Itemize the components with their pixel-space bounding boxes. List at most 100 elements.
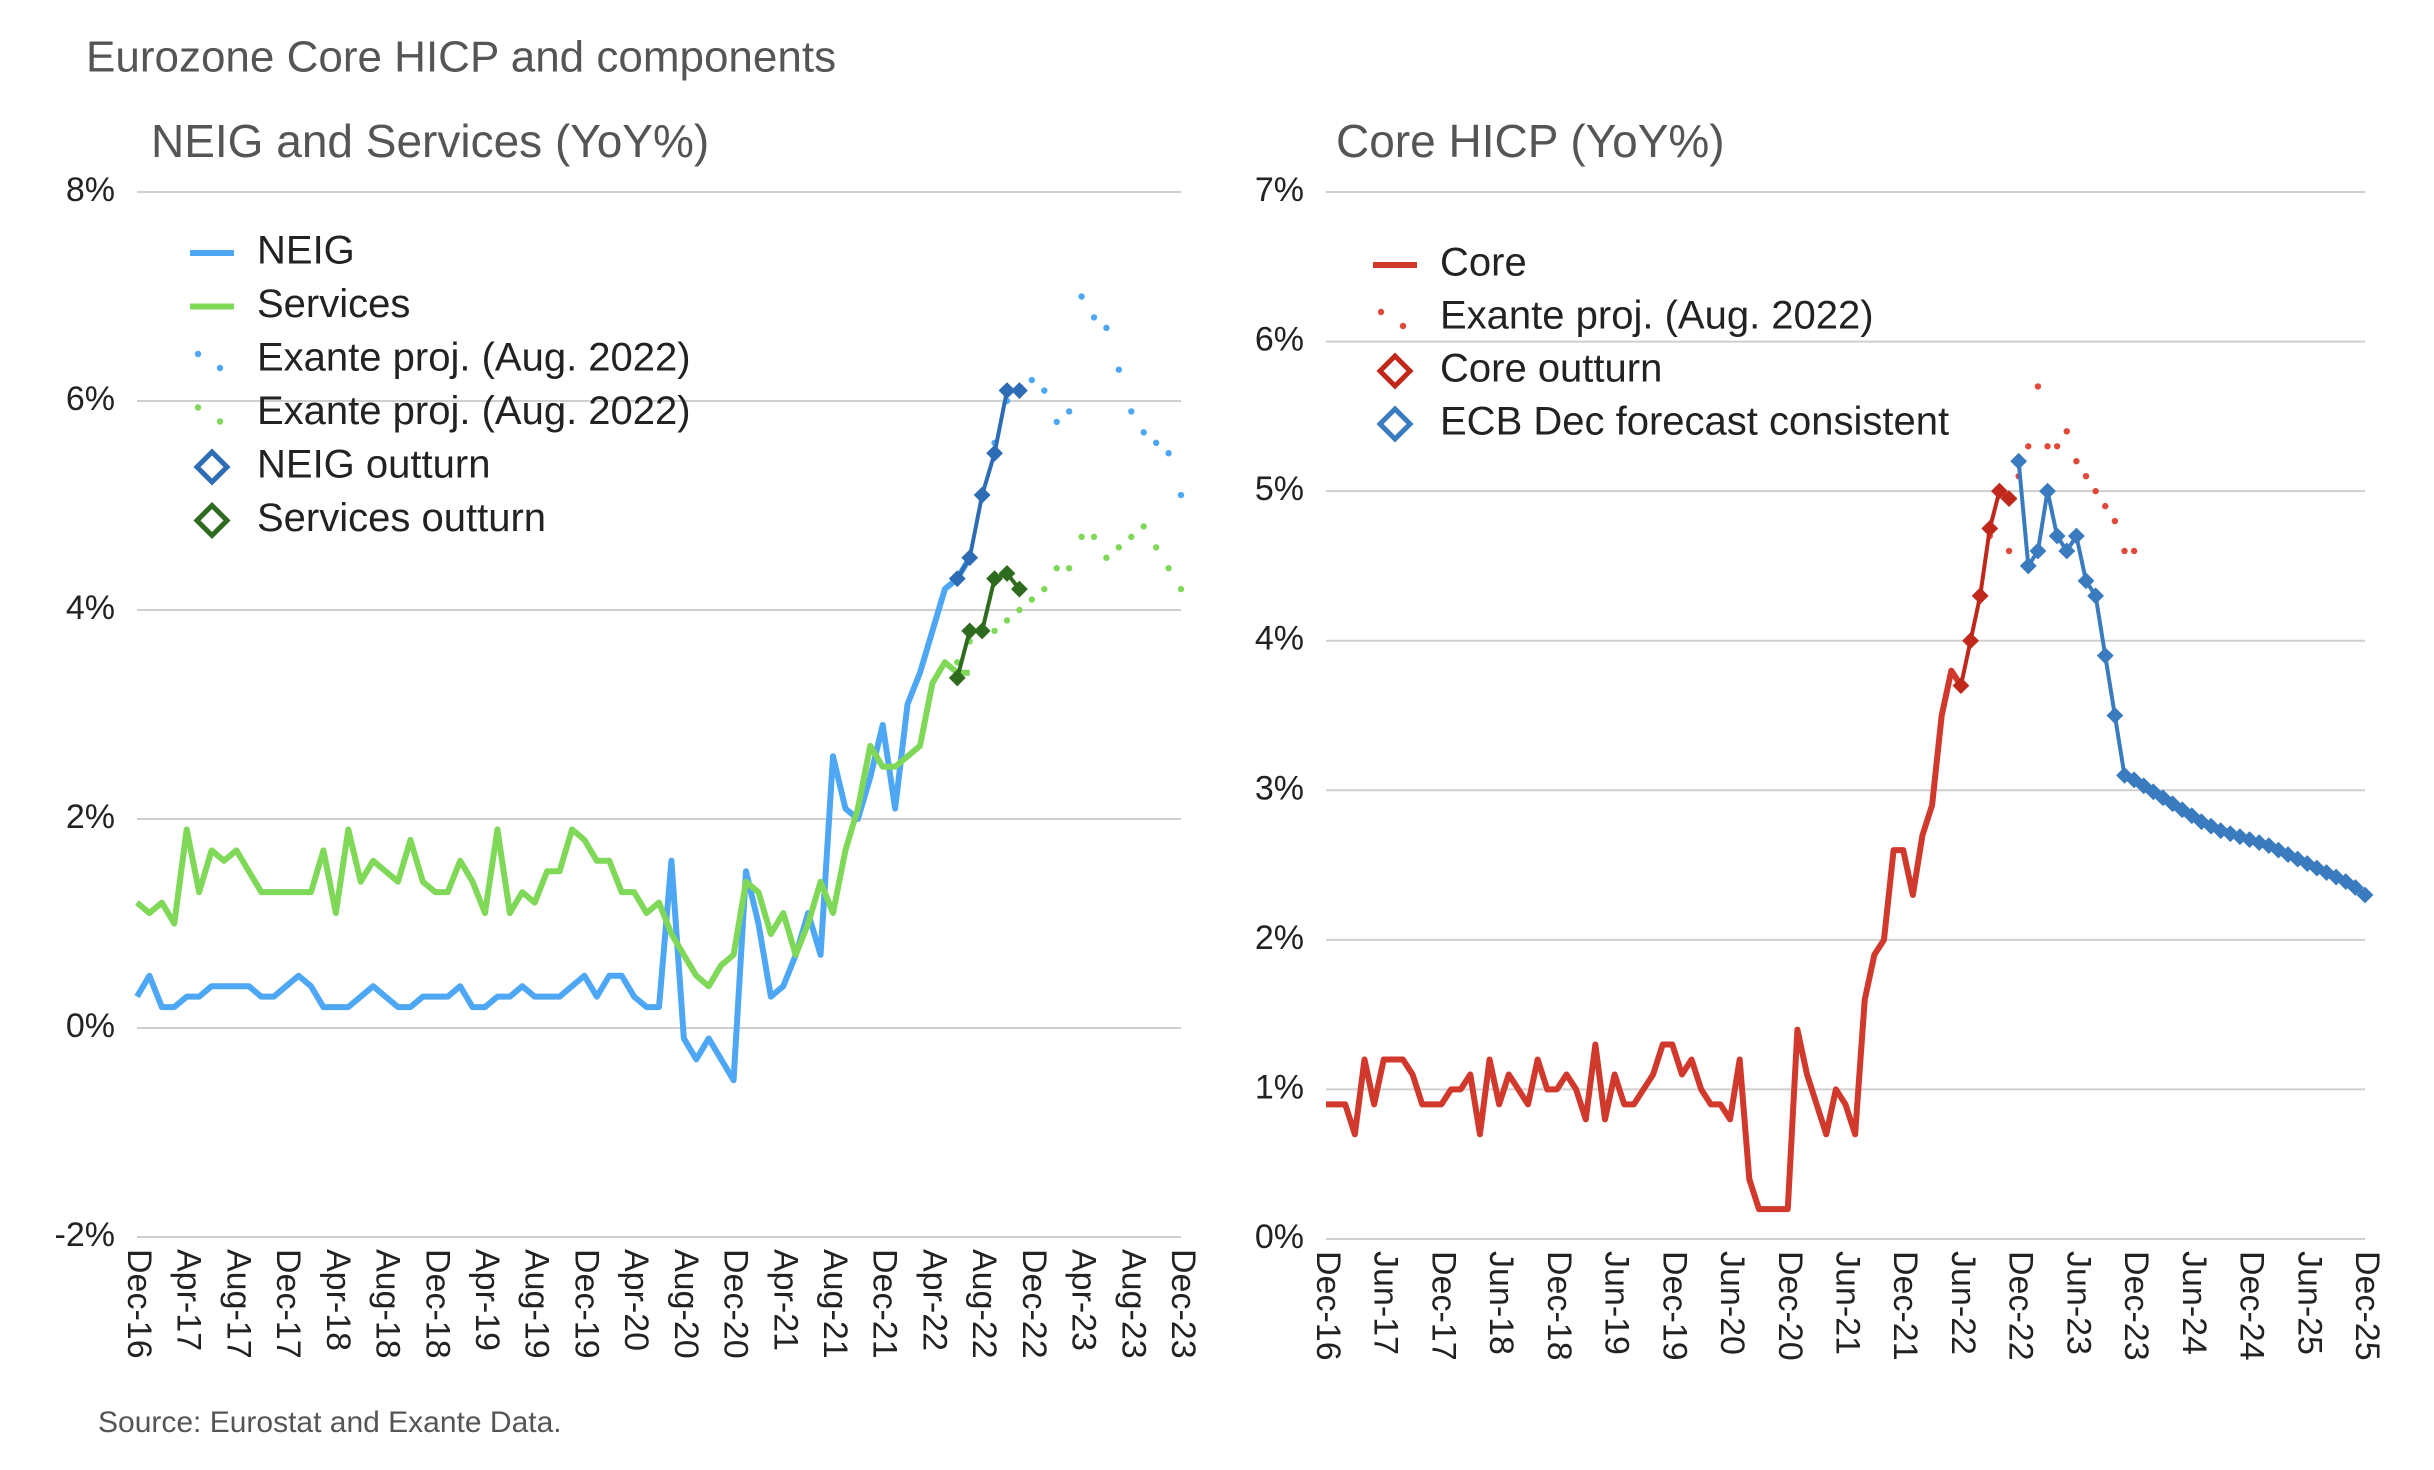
x-tick-label: Dec-20 [1771, 1251, 1809, 1361]
data-dot [2053, 443, 2061, 450]
data-marker [961, 549, 979, 567]
data-dot [1103, 554, 1110, 561]
data-dot [1177, 585, 1185, 593]
data-marker [2144, 783, 2162, 801]
y-tick-label: 0% [66, 1007, 115, 1045]
series-line [134, 556, 973, 1084]
legend-label: Services [257, 282, 410, 326]
series-line [2016, 461, 2367, 897]
x-tick-label: Dec-22 [1015, 1249, 1053, 1359]
data-marker [2250, 834, 2268, 852]
x-tick-label: Apr-19 [468, 1249, 506, 1351]
data-dot [1128, 533, 1135, 541]
data-dot [1028, 596, 1036, 603]
data-marker [2327, 868, 2345, 886]
data-dot [1165, 450, 1172, 457]
legend-swatch [1377, 308, 1385, 316]
data-marker [2106, 707, 2124, 724]
data-dot [1140, 429, 1147, 436]
x-tick-label: Dec-25 [2348, 1251, 2386, 1361]
series-line [135, 659, 970, 990]
data-marker [2135, 777, 2153, 795]
x-tick-label: Jun-25 [2290, 1251, 2328, 1355]
legend-label: Exante proj. (Aug. 2022) [257, 389, 691, 433]
data-marker [1981, 520, 1999, 537]
x-tick-label: Dec-16 [1309, 1251, 1347, 1361]
x-tick-label: Aug-19 [518, 1249, 556, 1359]
data-marker [2231, 828, 2249, 846]
x-tick-label: Apr-21 [766, 1249, 804, 1351]
data-marker [2298, 855, 2316, 872]
x-tick-label: Apr-20 [617, 1249, 655, 1351]
legend-swatch [216, 364, 224, 372]
data-marker [1011, 382, 1028, 399]
x-tick-label: Dec-22 [2002, 1251, 2040, 1361]
x-tick-label: Aug-18 [369, 1249, 407, 1359]
x-tick-label: Dec-20 [717, 1249, 755, 1359]
data-dot [2034, 383, 2042, 390]
data-dot [2044, 443, 2051, 450]
data-marker [2039, 482, 2056, 500]
y-tick-label: 3% [1255, 769, 1304, 807]
legend-label: Core [1440, 241, 1527, 285]
data-marker [1991, 482, 2008, 500]
data-dot [2005, 547, 2013, 555]
data-marker [2337, 873, 2355, 890]
data-marker [2029, 542, 2047, 560]
y-tick-label: 0% [1255, 1218, 1304, 1256]
data-dot [1065, 408, 1073, 415]
x-tick-label: Apr-22 [915, 1249, 953, 1351]
data-dot [954, 659, 961, 666]
data-marker [2279, 846, 2297, 864]
data-marker [973, 622, 991, 640]
x-tick-label: Aug-22 [965, 1249, 1003, 1359]
data-marker [2183, 807, 2201, 825]
page-title: Eurozone Core HICP and components [86, 33, 836, 82]
x-tick-label: Jun-19 [1598, 1251, 1636, 1355]
data-marker [2058, 542, 2076, 560]
data-dot [1103, 324, 1110, 332]
data-marker [2125, 771, 2143, 789]
x-tick-label: Aug-20 [667, 1249, 705, 1359]
data-marker [948, 570, 966, 588]
legend-swatch [193, 448, 231, 486]
data-marker [2067, 527, 2085, 545]
data-marker [1971, 587, 1989, 605]
data-dot [2082, 472, 2090, 480]
x-tick-label: Dec-18 [418, 1249, 456, 1359]
data-dot [2130, 547, 2138, 555]
x-tick-label: Jun-20 [1713, 1251, 1751, 1355]
legend-swatch [1376, 405, 1414, 443]
y-tick-label: 2% [66, 798, 115, 836]
legend-label: Exante proj. (Aug. 2022) [1440, 294, 1874, 338]
y-tick-label: 1% [1255, 1068, 1304, 1106]
x-tick-label: Aug-21 [816, 1249, 854, 1359]
x-tick-label: Jun-18 [1482, 1251, 1520, 1355]
y-tick-label: 4% [1255, 620, 1304, 658]
x-tick-label: Apr-17 [170, 1249, 208, 1351]
data-dot [1065, 565, 1073, 572]
data-dot [1041, 387, 1048, 394]
x-tick-label: Dec-21 [866, 1249, 904, 1359]
legend-label: ECB Dec forecast consistent [1440, 400, 1949, 444]
data-dot [1078, 533, 1085, 541]
x-tick-label: Aug-23 [1114, 1249, 1152, 1359]
data-dot [1053, 565, 1060, 572]
legend-swatch [193, 501, 231, 540]
data-marker [2289, 850, 2307, 868]
data-marker [2241, 831, 2258, 849]
data-marker [2019, 557, 2037, 575]
x-tick-label: Jun-24 [2175, 1251, 2213, 1355]
data-marker [2318, 864, 2335, 881]
x-tick-label: Dec-23 [1164, 1249, 1202, 1359]
chart-subtitle: NEIG and Services (YoY%) [151, 115, 709, 167]
data-marker [2087, 587, 2105, 605]
data-marker [2356, 886, 2374, 904]
x-tick-label: Dec-18 [1540, 1251, 1578, 1361]
legend-label: Core outturn [1440, 347, 1662, 391]
data-dot [1128, 408, 1135, 415]
data-dot [1003, 617, 1011, 624]
data-dot [1152, 544, 1160, 551]
data-dot [1165, 565, 1172, 572]
x-tick-label: Dec-17 [269, 1249, 307, 1359]
